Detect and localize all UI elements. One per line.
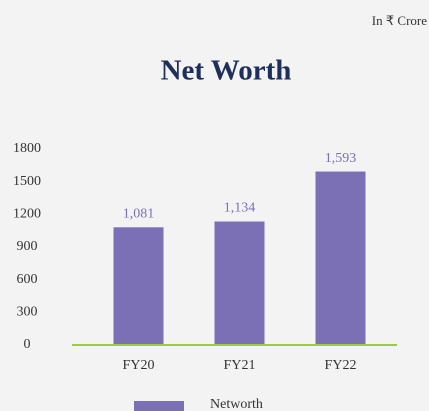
y-tick-label: 1200: [13, 207, 41, 222]
value-label: 1,593: [325, 151, 357, 166]
y-tick-label: 900: [17, 239, 38, 254]
y-tick-label: 1500: [13, 174, 41, 189]
x-tick-label: FY21: [224, 358, 256, 373]
y-tick-label: 1800: [13, 141, 41, 156]
y-tick-label: 600: [17, 272, 38, 287]
x-tick-label: FY22: [325, 358, 357, 373]
chart-subtitle: In ₹ Crore: [372, 13, 427, 28]
x-tick-label: FY20: [123, 358, 155, 373]
bar: [113, 227, 164, 345]
value-label: 1,081: [123, 207, 155, 222]
bar: [315, 171, 366, 345]
bar: [214, 221, 265, 345]
y-tick-label: 300: [17, 305, 38, 320]
y-tick-label: 0: [24, 337, 31, 352]
value-label: 1,134: [224, 201, 256, 216]
chart-title: Net Worth: [161, 55, 292, 87]
legend-swatch: [134, 401, 184, 411]
legend-label: Networth: [210, 397, 263, 411]
